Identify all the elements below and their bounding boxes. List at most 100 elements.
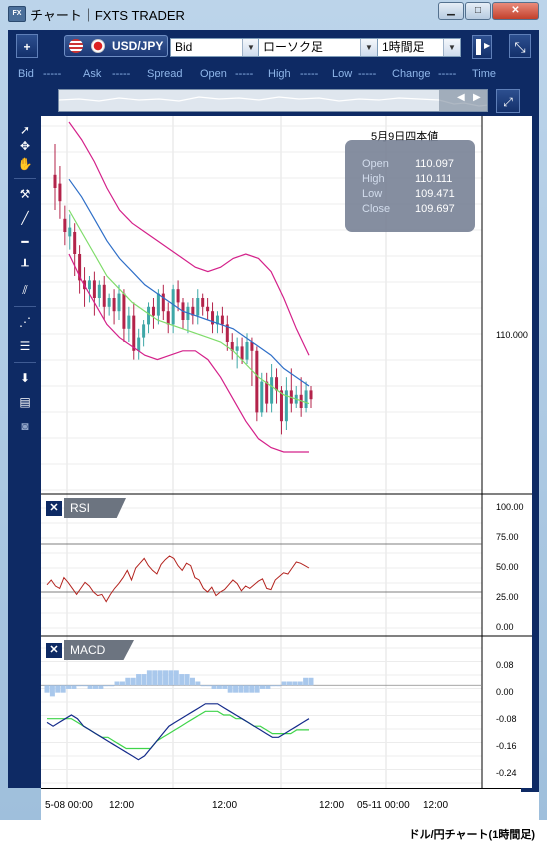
axis-corner [521,788,539,792]
candle-body [245,342,249,360]
hand-icon[interactable]: ✋ [17,157,33,171]
candle-body [161,293,165,312]
price-type-select[interactable]: Bid ▼ [170,38,260,57]
macd-tick: -0.24 [496,768,517,778]
macd-histogram-bar [243,685,249,693]
macd-histogram-bar [189,677,195,686]
rsi-close-button[interactable]: ✕ [46,501,62,516]
quote-bar: Bid ----- Ask ----- Spread Open ----- Hi… [8,64,539,86]
candle-body [309,390,313,400]
time-tick: 12:00 [109,800,135,811]
zoom-fit-button[interactable]: ⤢ [496,89,520,113]
list-icon[interactable]: ▤ [19,395,31,409]
crosshair-pointer-icon[interactable]: ✥ [19,139,31,153]
fan-icon[interactable]: ⋰ [19,315,31,329]
rsi-line [46,555,310,603]
macd-tick: -0.08 [496,714,517,724]
band-middle [68,178,310,387]
chart-window: FX チャート｜FXTS TRADER ▁ □ ✕ + USD/JPY Bid … [0,0,547,820]
open-label: Open [200,68,227,80]
vertical-line-icon[interactable]: ┸ [21,259,29,273]
candle-body [92,280,96,298]
maximize-button[interactable]: □ [465,2,491,20]
fibonacci-icon[interactable]: ☰ [19,339,31,353]
chart-area[interactable]: 5月9日四本値 Open 110.097 High 110.111 Low 109.4… [41,116,532,788]
candle-body [225,324,229,342]
pointer-icon[interactable]: ➚ [19,123,31,137]
chart-type-value: ローソク足 [263,40,324,54]
macd-histogram-bar [163,670,169,686]
scroll-left-icon[interactable]: ◀ [457,92,465,103]
rsi-label: RSI [64,498,126,518]
macd-layer [41,670,482,761]
macd-histogram-bar [292,681,298,686]
macd-histogram-bar [146,670,152,686]
download-icon[interactable]: ⬇ [19,371,31,385]
macd-histogram-bar [76,685,82,687]
rsi-tick: 75.00 [496,532,519,542]
macd-tick: 0.08 [496,660,514,670]
toolbar-scroll-button[interactable]: ▶ [472,35,492,59]
candle-body [265,381,269,404]
price-tick-label: 110.000 [496,330,528,340]
parallel-lines-icon[interactable]: ⫽ [22,283,28,297]
macd-histogram-bar [260,685,266,689]
navigator-row: ◀ ▶ ⤢ [8,86,539,116]
macd-histogram-bar [157,670,163,686]
macd-histogram-bar [87,685,93,689]
minimize-button[interactable]: ▁ [438,2,464,20]
hammer-icon[interactable]: ⚒ [19,187,31,201]
candle-body [132,315,136,351]
timeframe-select[interactable]: 1時間足 ▼ [377,38,461,57]
macd-histogram-bar [286,681,292,686]
macd-tick: -0.16 [496,741,517,751]
camera-icon[interactable]: ◙ [21,419,29,433]
trend-line-icon[interactable]: ╱ [21,211,29,225]
detach-window-button[interactable]: ⤡ [509,34,531,58]
candle-body [151,306,155,316]
candle-body [68,227,72,237]
scroll-right-icon[interactable]: ▶ [473,92,481,103]
time-tick: 12:00 [423,800,449,811]
macd-histogram-bar [60,685,66,693]
candle-body [156,293,160,316]
change-value: ----- [438,68,457,80]
scroll-thumb [476,39,481,55]
macd-histogram-bar [254,685,260,693]
candle-body [260,381,264,413]
close-button[interactable]: ✕ [492,2,539,20]
high-key: High [362,173,385,185]
macd-histogram-bar [227,685,233,693]
macd-close-button[interactable]: ✕ [46,643,62,658]
chevron-down-icon: ▼ [360,39,377,56]
candle-body [147,306,151,325]
macd-histogram-bar [265,685,271,689]
candle-body [122,293,126,329]
navigator-window[interactable] [439,90,487,111]
currency-pair-selector[interactable]: USD/JPY [64,35,168,57]
high-value: ----- [300,68,319,80]
chart-toolbar: + USD/JPY Bid ▼ ローソク足 ▼ 1時間足 ▼ ▶ ⤡ [8,30,539,64]
candle-body [97,284,101,298]
macd-histogram-bar [238,685,244,693]
open-value: 110.097 [415,158,454,170]
open-value: ----- [235,68,254,80]
candle-body [255,350,259,413]
candle-body [215,315,219,325]
ask-label: Ask [83,68,102,80]
macd-histogram-bar [44,685,50,693]
chart-type-select[interactable]: ローソク足 ▼ [258,38,378,57]
candle-body [240,346,244,360]
low-label: Low [332,68,353,80]
horizontal-line-icon[interactable]: ━ [21,235,29,249]
add-chart-button[interactable]: + [16,34,38,58]
macd-histogram-bar [114,681,120,686]
title-bar[interactable]: FX チャート｜FXTS TRADER ▁ □ ✕ [0,0,547,27]
macd-histogram-bar [55,685,61,693]
navigator-sparkline[interactable]: ◀ ▶ [58,89,488,112]
candle-body [73,232,77,254]
chevron-down-icon: ▼ [443,39,460,56]
close-value: 109.697 [415,203,455,215]
time-axis: 5-08 00:00 12:00 12:00 12:00 05-11 00:00… [41,788,539,820]
candle-body [275,377,279,391]
